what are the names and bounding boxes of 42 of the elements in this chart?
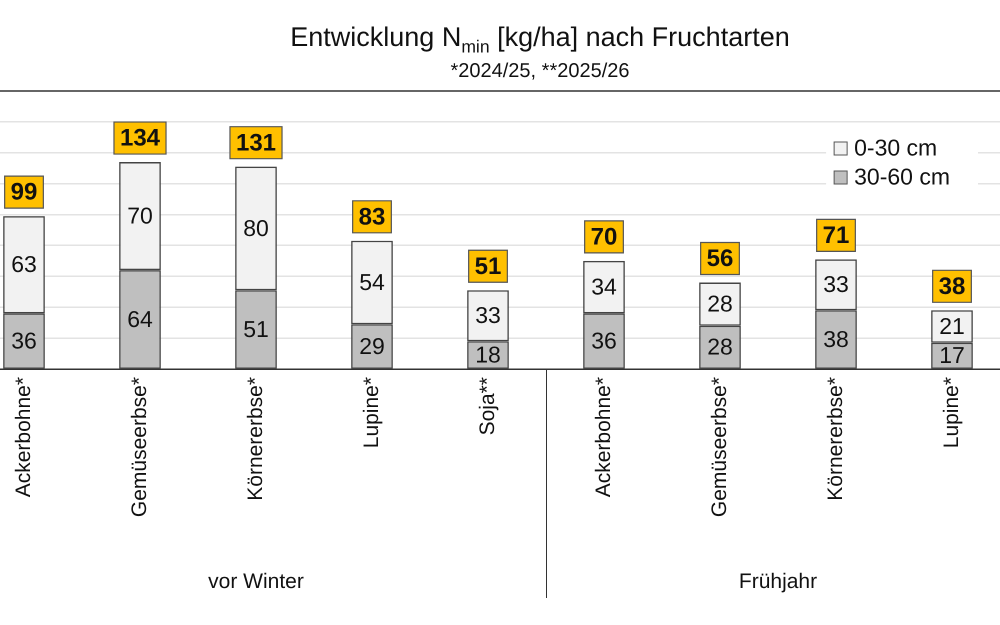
data-label: 36	[11, 328, 37, 354]
x-tick-label: Ackerbohne*	[592, 377, 615, 498]
data-label: 34	[591, 273, 617, 300]
total-label: 99	[10, 178, 38, 206]
total-label: 131	[236, 129, 276, 156]
data-label: 33	[823, 271, 849, 298]
text: Frühjahr	[738, 570, 818, 594]
chart-subtitle: *2024/25, **2025/26	[449, 60, 631, 83]
data-label: 28	[707, 334, 733, 360]
chart-title: Entwicklung N$_{min}$ [kg/ha] nach Fruchtarten	[289, 22, 791, 58]
data-label: 70	[127, 202, 153, 228]
text: vor Winter	[208, 570, 304, 594]
x-tick-label: Lupine*	[360, 377, 383, 448]
data-label: 33	[475, 302, 501, 328]
data-label: 63	[11, 251, 37, 278]
data-label: 21	[939, 312, 965, 339]
total-label: 56	[706, 245, 734, 272]
x-tick-label: Gemüseerbse*	[708, 377, 731, 518]
total-label: 83	[358, 203, 386, 230]
data-label: 17	[939, 342, 965, 368]
data-label: 36	[591, 328, 617, 354]
total-label: 134	[120, 124, 161, 152]
legend-label: 0-30 cm	[854, 134, 938, 160]
legend-label: 30-60 cm	[854, 163, 950, 190]
data-label: 18	[475, 341, 501, 368]
total-label: 51	[474, 252, 502, 280]
data-label: 51	[243, 316, 269, 342]
data-label: 28	[707, 290, 733, 316]
data-label: 38	[823, 326, 849, 352]
x-tick-label: Ackerbohne*	[12, 377, 35, 498]
data-label: 54	[359, 268, 385, 295]
data-label: 29	[359, 332, 385, 359]
x-tick-label: Lupine*	[940, 377, 963, 448]
x-tick-label: Soja**	[476, 377, 499, 436]
total-label: 38	[938, 272, 966, 300]
x-tick-label: Körnererbse*	[824, 377, 847, 501]
data-label: 80	[243, 214, 269, 241]
x-tick-label: Körnererbse*	[244, 377, 267, 501]
total-label: 70	[590, 224, 618, 251]
x-tick-label: Gemüseerbse*	[128, 377, 151, 518]
total-label: 71	[822, 222, 850, 249]
data-label: 64	[127, 306, 153, 332]
